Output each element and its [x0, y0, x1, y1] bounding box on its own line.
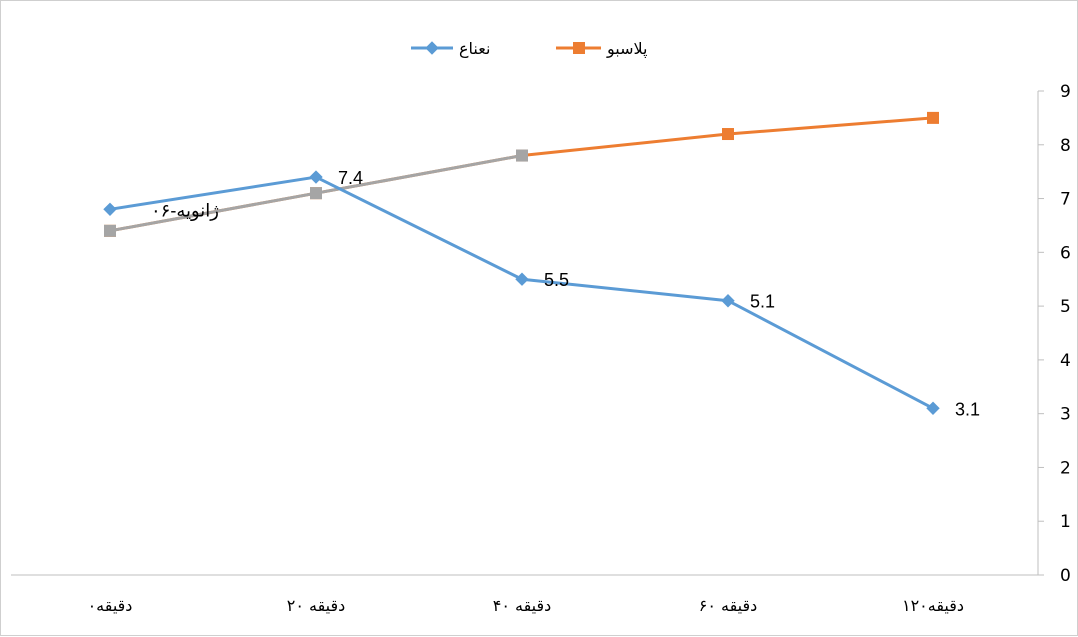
data-label: 3.1 [955, 399, 980, 419]
data-label: 5.5 [544, 270, 569, 290]
series-1-point [722, 128, 734, 141]
y-tick-label: 7 [1060, 190, 1071, 210]
series-0-point [103, 202, 117, 217]
annotation-label: ۰۶-ژانویه [151, 201, 219, 222]
legend-label-mint: نعناع [459, 39, 490, 59]
x-category-label: ۴۰ دقیقه [493, 596, 552, 615]
series-0-point [515, 272, 529, 286]
data-labels-group: 7.4 5.5 5.1 3.1 ۰۶-ژانویه [151, 168, 980, 419]
legend-label-placebo: پلاسبو [606, 39, 648, 59]
x-category-label: ۱۲۰دقیقه [902, 596, 964, 615]
axes-group: 0 1 2 3 4 5 6 7 8 9 ۰دقیقه ۲۰ دقیقه ۴۰ دقیقه ۶۰ دقیقه… [11, 82, 1071, 615]
series-2-point [310, 187, 322, 200]
series-2-point [104, 224, 116, 237]
y-tick-label: 9 [1060, 82, 1071, 102]
series-2-point [516, 149, 528, 162]
x-category-label: ۶۰ دقیقه [699, 596, 758, 615]
y-tick-label: 2 [1060, 458, 1071, 478]
y-tick-label: 4 [1060, 351, 1071, 371]
series-group [103, 111, 940, 415]
y-tick-label: 5 [1060, 297, 1071, 317]
x-category-label: ۰دقیقه [88, 596, 133, 615]
y-tick-label: 8 [1060, 136, 1071, 156]
series-line-1 [108, 116, 935, 233]
series-0-point [721, 294, 735, 308]
y-tick-label: 1 [1060, 512, 1071, 532]
series-0-point [309, 170, 323, 184]
y-tick-label: 0 [1060, 566, 1071, 586]
series-0-point [926, 401, 940, 415]
legend-marker-mint [425, 41, 439, 55]
y-tick-label: 6 [1060, 243, 1071, 263]
legend: نعناع پلاسبو [411, 39, 648, 59]
series-line-0 [108, 175, 935, 410]
data-label: 5.1 [750, 292, 775, 312]
x-category-label: ۲۰ دقیقه [287, 596, 346, 615]
data-label: 7.4 [338, 168, 363, 188]
series-1-point [927, 111, 939, 124]
y-tick-label: 3 [1060, 405, 1071, 425]
legend-marker-placebo [573, 42, 585, 54]
